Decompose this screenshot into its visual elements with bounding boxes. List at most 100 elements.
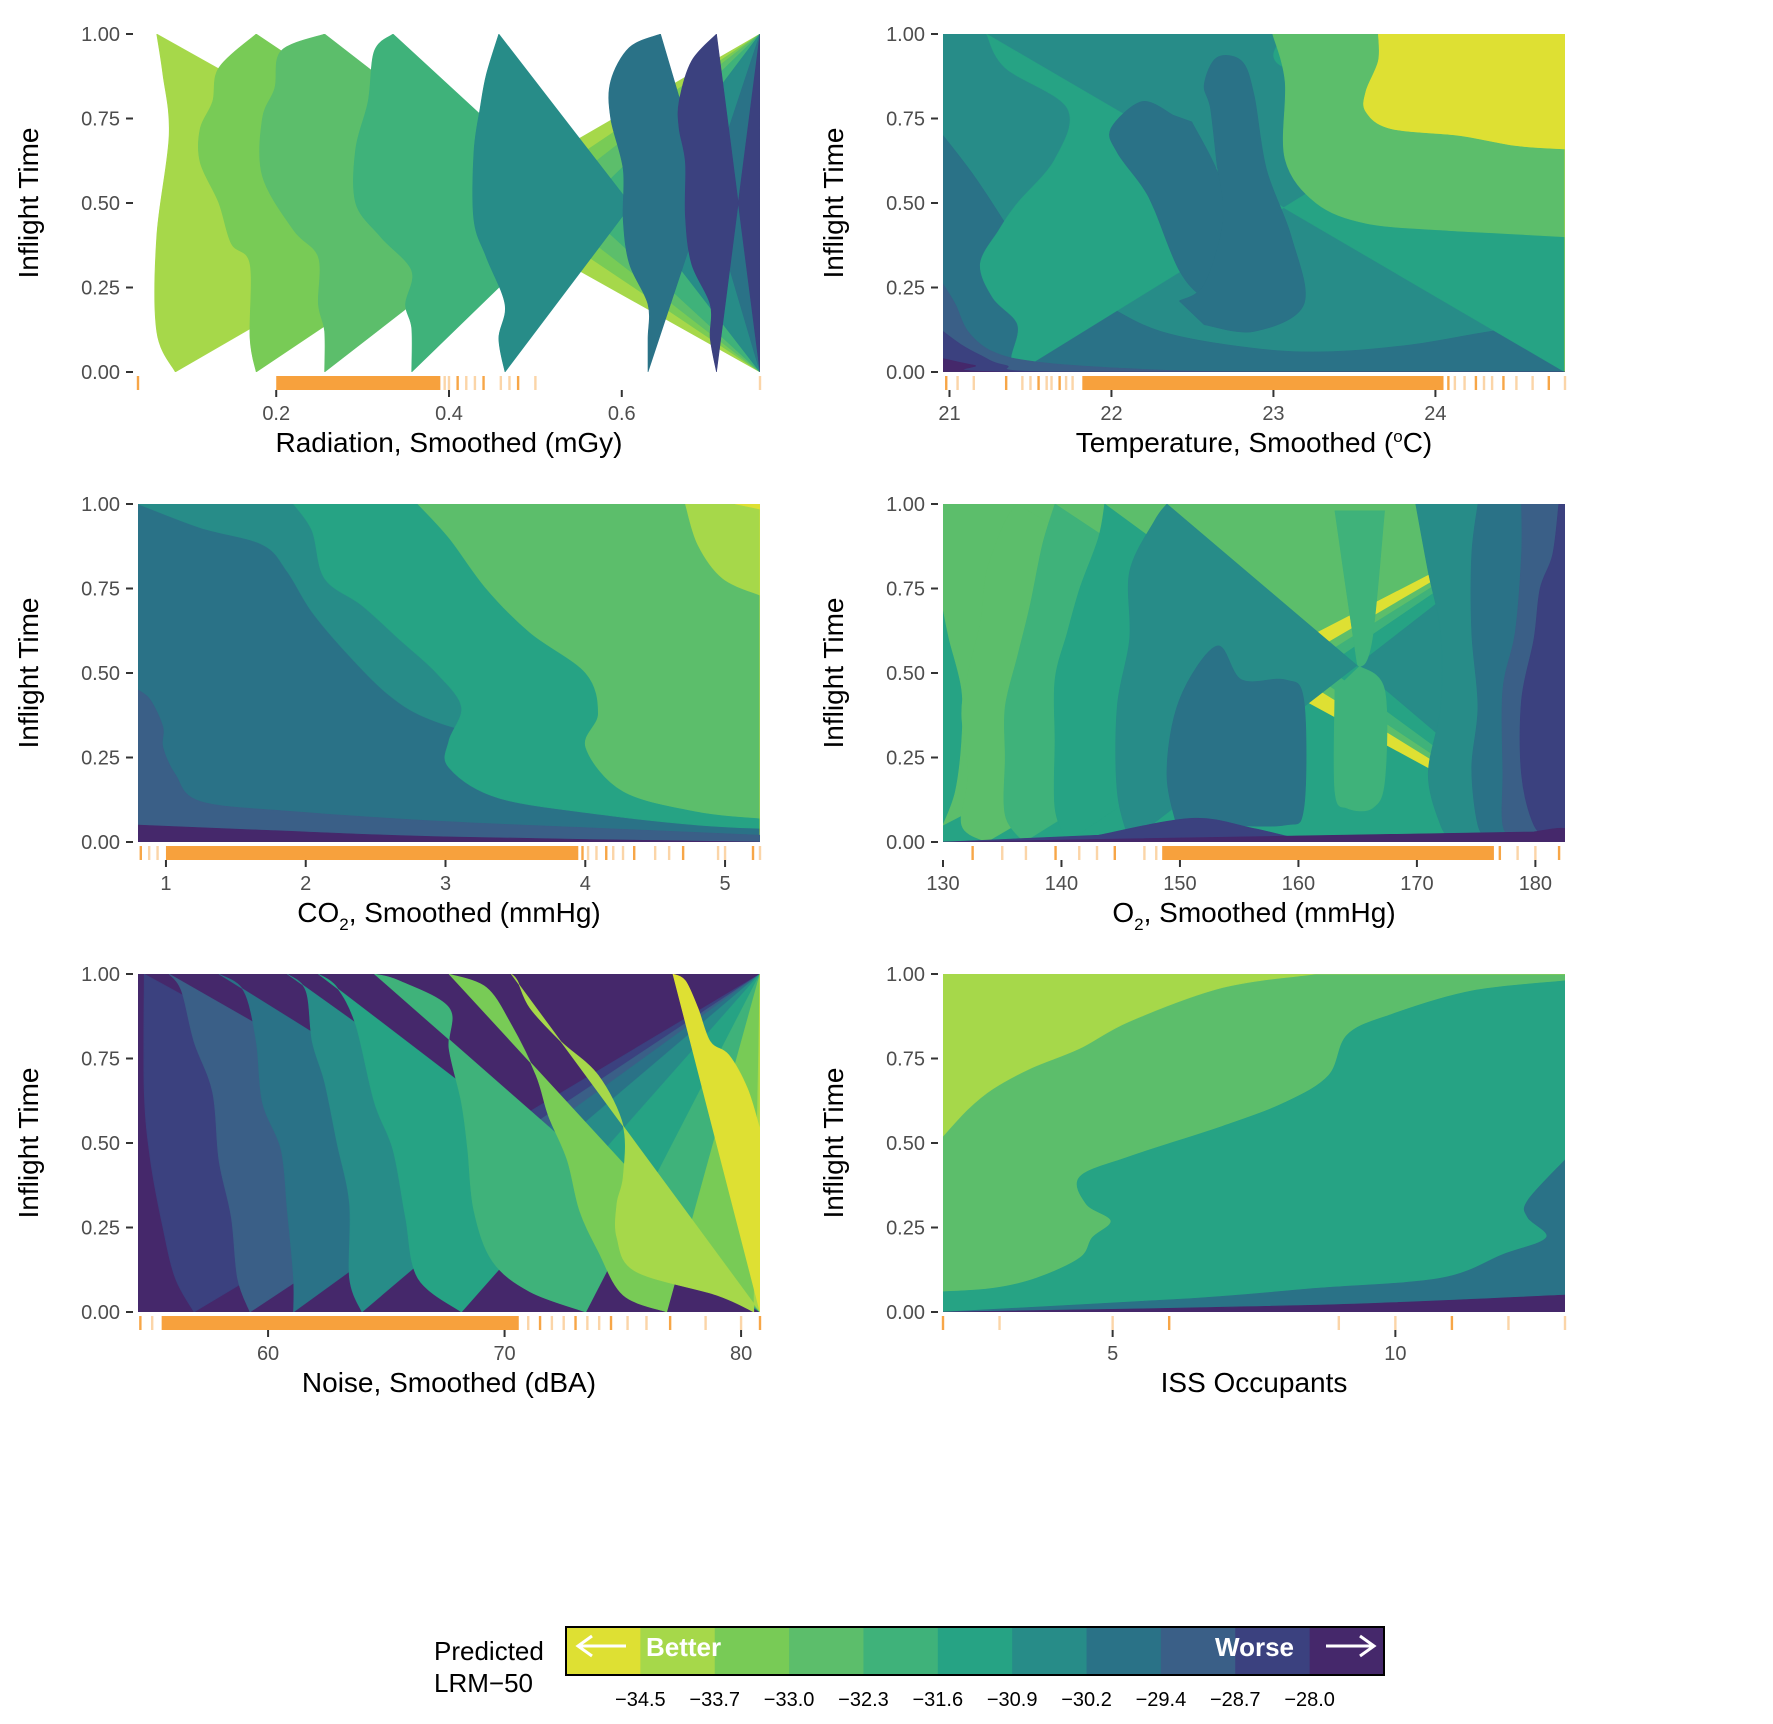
rug-tick [1563,1316,1567,1330]
x-tick-label: 24 [1424,403,1446,425]
legend-tick-label: −32.3 [838,1689,889,1711]
panels: 0.00 0.25 0.50 0.75 1.00 Inflight Time 0.2 0.4 0… [13,24,1567,1398]
rug-tick [1337,1316,1341,1330]
x-tick-label: 1 [160,873,171,895]
y-tick-label: 0.50 [886,1133,925,1155]
rug-tick [1064,376,1068,390]
y-tick-label: 0.75 [886,1049,925,1071]
rug-tick [739,1316,743,1330]
contour-band-4 [417,504,760,842]
legend-swatch-1 [566,1627,641,1675]
rug [139,1316,762,1330]
rug-tick [704,1316,707,1330]
rug-dense-block [165,846,579,860]
y-axis-title: Inflight Time [13,598,44,749]
x-tick-label: 2 [300,873,311,895]
contour-band-5 [472,34,760,372]
y-tick-label: 1.00 [886,964,925,986]
x-tick-label: 10 [1384,1343,1406,1365]
y-tick-label: 1.00 [81,24,120,46]
contour-band-7 [138,689,760,842]
rug-tick [609,1316,613,1330]
rug-tick [465,376,468,390]
rug-tick [1155,846,1158,860]
rug-tick [941,1316,945,1330]
rug-tick [1167,1316,1171,1330]
legend-title-line2: LRM−50 [434,1668,533,1698]
chart-panel-5: 0.00 0.25 0.50 0.75 1.00 Inflight Time 60 70 80 N… [13,964,762,1398]
plot-area [943,504,1565,842]
x-axis-title: CO2, Smoothed (mmHg) [297,897,601,934]
rug-tick [971,846,974,860]
x-tick-label: 80 [730,1343,752,1365]
legend-tick-label: −28.7 [1210,1689,1261,1711]
x-tick-label: 5 [719,873,730,895]
rug-tick [139,1316,142,1330]
rug-tick [534,376,537,390]
rug [945,376,1567,390]
legend-swatch-2 [640,1627,716,1675]
legend-tick-label: −34.5 [615,1689,666,1711]
contour-band-9 [510,974,760,1312]
rug-tick [723,846,727,860]
rug-tick [1001,846,1004,860]
x-axis-title: Noise, Smoothed (dBA) [302,1367,596,1398]
y-tick-label: 0.50 [886,663,925,685]
contour-band-9 [1363,34,1565,372]
worse-arrow-icon [1326,1634,1377,1658]
rug-tick [716,846,720,860]
rug-tick [595,846,598,860]
rug-tick [668,1316,672,1330]
rug-tick [1004,376,1008,390]
y-axis-title: Inflight Time [13,128,44,279]
rug [971,846,1561,860]
contour-band-16 [943,827,1565,842]
rug-tick [1534,846,1537,860]
rug-tick [156,846,159,860]
rug-tick [1054,846,1057,860]
rug-tick [508,376,511,390]
rug-tick [443,376,446,390]
y-tick-label: 0.00 [886,362,925,384]
x-tick-label: 5 [1107,1343,1118,1365]
plot-area [138,974,760,1312]
rug-tick [147,846,151,860]
y-tick-label: 0.75 [81,109,120,131]
rug-tick [1450,1316,1454,1330]
y-tick-label: 1.00 [886,24,925,46]
legend-swatches [566,1627,1385,1675]
legend-swatch-4 [789,1627,864,1675]
legend-title-line1: Predicted [434,1636,544,1666]
legend-frame [565,1626,1385,1676]
legend-swatch-9 [1160,1627,1236,1675]
rug-tick [758,846,762,860]
x-tick-label: 70 [493,1343,515,1365]
rug-tick [538,1316,542,1330]
rug-tick [586,1316,589,1330]
plot-area [943,974,1565,1312]
rug-tick [527,1316,530,1330]
chart-panel-3: 0.00 0.25 0.50 0.75 1.00 Inflight Time 1 2 3 4 5 CO… [13,494,762,934]
contour-band-5 [685,504,760,842]
rug-tick [550,1316,554,1330]
legend-swatch-3 [714,1627,790,1675]
chart-panel-2: 0.00 0.25 0.50 0.75 1.00 Inflight Time 21 22 23 2… [818,24,1567,458]
y-tick-label: 0.75 [886,579,925,601]
rug-tick [447,376,451,390]
rug-tick [574,1316,577,1330]
rug-tick [516,376,520,390]
rug [136,376,762,390]
contour-band-6 [943,1294,1565,1312]
y-axis-title: Inflight Time [818,1068,849,1219]
rug-tick [1557,846,1561,860]
y-tick-label: 0.25 [886,1218,925,1240]
x-tick-label: 3 [440,873,451,895]
x-tick-label: 23 [1262,403,1284,425]
x-tick-label: 130 [926,873,959,895]
rug-tick [1037,376,1040,390]
y-tick-label: 0.25 [81,278,120,300]
contour-band-6 [608,34,760,372]
rug-tick [1143,846,1146,860]
contour-band-4 [943,980,1565,1312]
rug-tick [581,846,584,860]
